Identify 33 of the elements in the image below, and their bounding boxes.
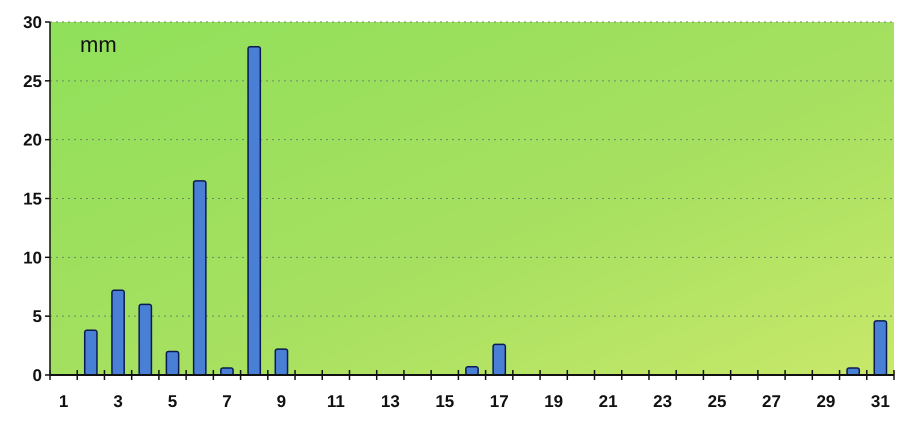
y-tick-label: 10 bbox=[23, 248, 42, 268]
y-tick-label: 25 bbox=[23, 72, 42, 91]
y-tick-label: 20 bbox=[23, 130, 42, 150]
x-tick-label: 5 bbox=[168, 392, 178, 411]
bar bbox=[138, 304, 152, 376]
bar bbox=[192, 180, 207, 376]
x-tick-label: 1 bbox=[58, 392, 68, 411]
bar bbox=[274, 348, 288, 376]
x-tick-label: 31 bbox=[870, 392, 890, 411]
x-tick-label: 17 bbox=[490, 392, 509, 411]
x-tick-label: 21 bbox=[598, 392, 618, 411]
x-tick-label: 7 bbox=[222, 392, 232, 411]
y-tick-label: 0 bbox=[32, 366, 42, 385]
x-tick-label: 11 bbox=[326, 392, 345, 411]
x-tick-label: 29 bbox=[816, 392, 836, 411]
bar bbox=[247, 46, 262, 376]
x-tick-label: 13 bbox=[380, 392, 400, 411]
x-tick-label: 27 bbox=[762, 392, 781, 411]
x-tick-label: 3 bbox=[113, 392, 123, 411]
x-tick-label: 25 bbox=[708, 392, 726, 411]
y-tick-label: 15 bbox=[23, 189, 42, 208]
y-tick-label: 30 bbox=[23, 12, 42, 32]
y-axis-title: mm bbox=[80, 32, 117, 57]
x-tick-label: 9 bbox=[276, 392, 286, 411]
bar bbox=[84, 330, 98, 376]
y-tick-label: 5 bbox=[32, 307, 42, 326]
bar bbox=[492, 344, 506, 376]
bar bbox=[111, 290, 125, 376]
x-tick-label: 23 bbox=[653, 392, 672, 411]
x-tick-label: 19 bbox=[544, 392, 564, 411]
bar bbox=[166, 350, 180, 376]
x-tick-label: 15 bbox=[435, 392, 454, 411]
bar bbox=[874, 320, 888, 376]
